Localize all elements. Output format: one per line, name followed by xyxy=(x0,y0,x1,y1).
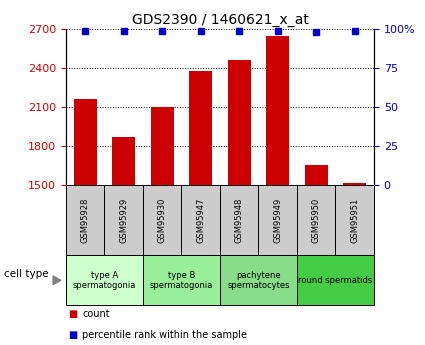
Bar xyxy=(112,137,135,185)
Text: GSM95948: GSM95948 xyxy=(235,197,244,243)
Text: ■: ■ xyxy=(68,309,77,319)
Text: GSM95928: GSM95928 xyxy=(81,197,90,243)
Bar xyxy=(74,99,96,185)
Bar xyxy=(228,60,251,185)
Text: round spermatids: round spermatids xyxy=(298,276,373,285)
Bar xyxy=(189,71,212,185)
Text: percentile rank within the sample: percentile rank within the sample xyxy=(82,330,247,339)
Text: GSM95949: GSM95949 xyxy=(273,197,282,243)
Text: GSM95929: GSM95929 xyxy=(119,197,128,243)
Text: GSM95947: GSM95947 xyxy=(196,197,205,243)
Text: type A
spermatogonia: type A spermatogonia xyxy=(73,270,136,290)
Text: GSM95930: GSM95930 xyxy=(158,197,167,243)
Title: GDS2390 / 1460621_x_at: GDS2390 / 1460621_x_at xyxy=(131,13,309,27)
Bar xyxy=(266,36,289,185)
Text: cell type: cell type xyxy=(4,269,49,279)
Text: GSM95950: GSM95950 xyxy=(312,197,321,243)
Text: type B
spermatogonia: type B spermatogonia xyxy=(150,270,213,290)
Bar xyxy=(150,107,174,185)
Text: count: count xyxy=(82,309,110,319)
Bar xyxy=(305,165,328,185)
Text: GSM95951: GSM95951 xyxy=(350,197,359,243)
Text: pachytene
spermatocytes: pachytene spermatocytes xyxy=(227,270,290,290)
Bar xyxy=(343,183,366,185)
Text: ■: ■ xyxy=(68,330,77,339)
